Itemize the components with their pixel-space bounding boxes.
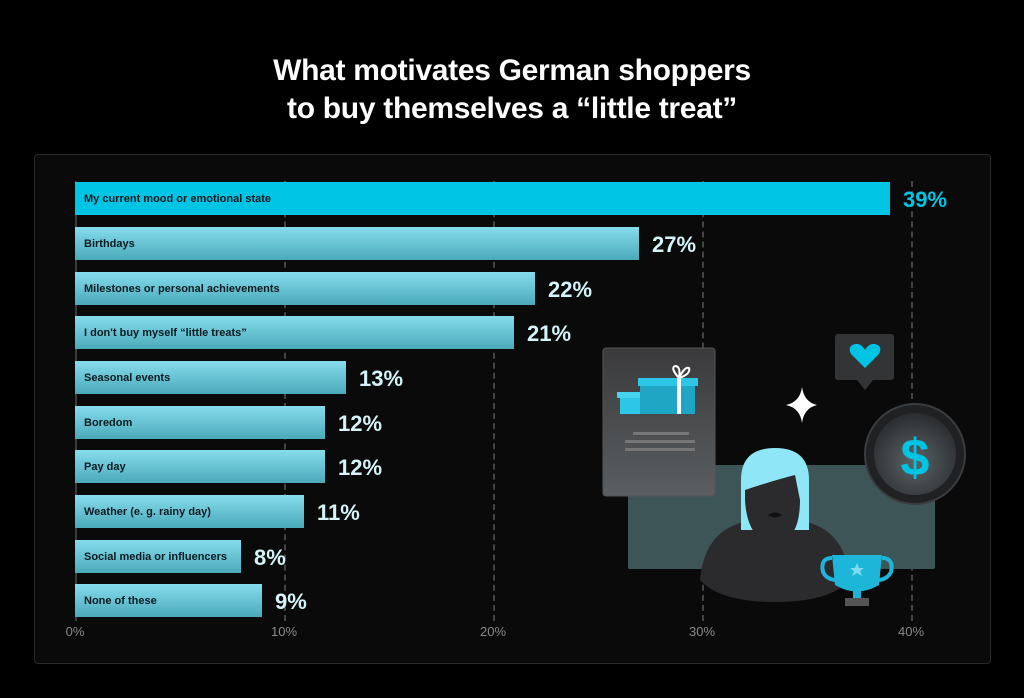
illustration: $ (602, 334, 966, 606)
sparkle-icon (786, 387, 817, 423)
bar-label: Milestones or personal achievements (84, 282, 280, 295)
bar-label: Pay day (84, 460, 126, 473)
gift-card (602, 347, 716, 497)
bar-value: 12% (338, 411, 383, 436)
bar-value: 22% (548, 277, 593, 302)
bar-label: Weather (e. g. rainy day) (84, 505, 211, 518)
heart-icon (849, 343, 881, 368)
gridline-40 (911, 181, 913, 621)
x-tick-20: 20% (479, 624, 507, 639)
bar-birthdays: Birthdays (75, 227, 639, 260)
bar-payday: Pay day (75, 450, 325, 483)
bar-value: 9% (275, 589, 307, 614)
bar-boredom: Boredom (75, 406, 325, 439)
bar-none: None of these (75, 584, 262, 617)
bar-value: 12% (338, 455, 383, 480)
title-line-2: to buy themselves a “little treat” (287, 92, 737, 125)
x-tick-0: 0% (65, 624, 85, 639)
bar-weather: Weather (e. g. rainy day) (75, 495, 304, 528)
bar-label: Birthdays (84, 237, 135, 250)
bar-value: 8% (254, 545, 286, 570)
heart-bubble (835, 334, 894, 390)
bar-no-treats: I don't buy myself “little treats” (75, 316, 514, 349)
person-icon (700, 448, 850, 602)
dollar-coin-icon: $ (864, 403, 966, 505)
x-tick-40: 40% (897, 624, 925, 639)
bar-value: 13% (359, 366, 404, 391)
trophy-icon (820, 555, 894, 606)
bar-label: My current mood or emotional state (84, 192, 272, 205)
bar-label: Social media or influencers (84, 550, 228, 563)
bar-milestones: Milestones or personal achievements (75, 272, 535, 305)
chart-title: What motivates German shoppers to buy th… (0, 52, 1024, 128)
x-tick-10: 10% (270, 624, 298, 639)
title-line-1: What motivates German shoppers (273, 54, 751, 87)
svg-text:$: $ (901, 429, 930, 487)
bar-label: I don't buy myself “little treats” (84, 326, 247, 339)
gift-icon (617, 364, 698, 414)
bar-label: Boredom (84, 416, 133, 429)
bar-mood: My current mood or emotional state (75, 182, 890, 215)
bar-value: 39% (903, 187, 948, 212)
bar-value: 27% (652, 232, 697, 257)
x-tick-30: 30% (688, 624, 716, 639)
gridline-20 (493, 181, 495, 621)
bar-value: 11% (317, 500, 360, 525)
gridline-0 (75, 181, 77, 621)
bar-label: Seasonal events (84, 371, 171, 384)
bar-social-media: Social media or influencers (75, 540, 241, 573)
bar-value: 21% (527, 321, 572, 346)
bar-label: None of these (84, 594, 157, 607)
bar-seasonal: Seasonal events (75, 361, 346, 394)
gridline-10 (284, 181, 286, 621)
